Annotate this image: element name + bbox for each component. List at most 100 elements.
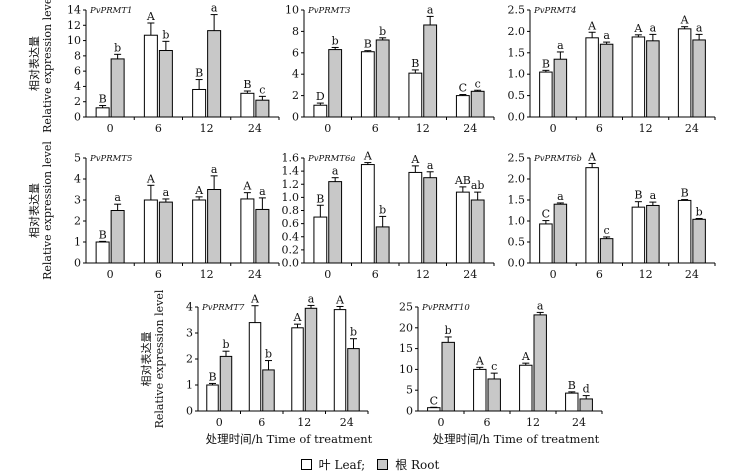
leaf-bar (240, 92, 255, 118)
y-tick-label: 2.5 (508, 152, 526, 165)
y-tick-label: 2.0 (508, 25, 526, 38)
leaf-significance-letter: A (363, 150, 373, 163)
root-bar (470, 199, 485, 264)
y-tick-label: 1.4 (282, 165, 300, 178)
y-tick-label: 2.5 (508, 4, 526, 17)
root-bar (487, 378, 501, 412)
leaf-bar (206, 384, 219, 412)
root-significance-letter: a (308, 292, 315, 305)
y-tick-label: 3 (186, 327, 193, 340)
root-significance-letter: b (379, 25, 386, 38)
y-tick-label: 0 (74, 111, 81, 124)
y-axis-label-en: Relative expression level (153, 289, 166, 428)
y-tick-label: 4 (74, 80, 81, 93)
y-tick-label: 5 (406, 384, 413, 397)
y-tick-label: 14 (67, 4, 81, 17)
chart-title: PvPRMT5 (89, 154, 132, 164)
y-tick-label: 0.8 (282, 204, 300, 217)
root-significance-letter: c (475, 77, 481, 90)
root-significance-letter: a (650, 21, 657, 34)
leaf-bar (95, 107, 110, 118)
x-axis-label: 处理时间/h Time of treatment (206, 432, 373, 446)
x-tick-label: 12 (200, 122, 214, 135)
x-tick-label: 6 (155, 122, 162, 135)
y-tick-label: 0.6 (282, 217, 300, 230)
x-tick-label: 0 (438, 416, 445, 429)
root-significance-letter: b (379, 203, 386, 216)
y-tick-label: 4 (186, 301, 193, 314)
y-tick-label: 1.5 (508, 46, 526, 59)
root-significance-letter: b (162, 28, 169, 41)
leaf-significance-letter: B (208, 370, 216, 383)
leaf-bar (473, 368, 487, 412)
y-tick-label: 0.0 (508, 257, 526, 270)
root-bar (533, 314, 547, 412)
root-significance-letter: a (557, 39, 564, 52)
legend: 叶 Leaf; 根 Root (250, 455, 490, 473)
leaf-bar (677, 199, 692, 264)
chart-panel-6: 0.0 0.5 1.0 1.5 2.0 2.5 PvPRMT6b 0 Ca 6 Ac 12 B a 24 Bb (508, 150, 716, 281)
root-significance-letter: a (332, 165, 339, 178)
leaf-bar (585, 37, 599, 118)
leaf-bar (455, 191, 470, 264)
leaf-significance-letter: A (335, 293, 345, 306)
y-tick-label: 1 (186, 379, 193, 392)
root-significance-letter: ab (471, 179, 485, 192)
x-tick-label: 24 (248, 268, 262, 281)
y-tick-label: 1.0 (508, 68, 526, 81)
root-bar (646, 40, 660, 118)
leaf-bar (360, 164, 375, 264)
root-significance-letter: a (427, 159, 434, 172)
root-significance-letter: b (114, 41, 121, 54)
x-tick-label: 24 (463, 122, 477, 135)
y-tick-label: 0.5 (508, 89, 526, 102)
x-tick-label: 6 (596, 268, 603, 281)
y-tick-label: 0.2 (282, 243, 300, 256)
x-tick-label: 0 (324, 268, 331, 281)
leaf-significance-letter: A (521, 350, 531, 363)
leaf-significance-letter: B (316, 192, 324, 205)
y-tick-label: 10 (399, 363, 413, 376)
root-bar (158, 201, 173, 264)
chart-title: PvPRMT1 (89, 6, 132, 16)
y-tick-label: 10 (285, 4, 299, 17)
x-axis-label: 处理时间/h Time of treatment (433, 432, 600, 446)
leaf-bar (313, 104, 328, 118)
root-bar (304, 307, 318, 412)
root-significance-letter: b (332, 34, 339, 47)
root-bar (219, 355, 233, 412)
chart-title: PvPRMT6b (533, 154, 582, 164)
x-tick-label: 0 (550, 122, 557, 135)
root-bar (692, 218, 706, 264)
leaf-bar (291, 327, 304, 412)
y-tick-label: 25 (399, 301, 413, 314)
root-bar (262, 369, 275, 412)
root-bar (207, 30, 222, 118)
leaf-significance-letter: B (411, 57, 419, 70)
y-tick-label: 6 (292, 46, 299, 59)
y-axis-label-en: Relative expression level (41, 0, 54, 133)
x-tick-label: 6 (372, 122, 379, 135)
leaf-bar (313, 216, 328, 264)
root-significance-letter: a (557, 190, 564, 203)
root-significance-letter: d (583, 383, 590, 396)
leaf-significance-letter: C (430, 394, 438, 407)
leaf-significance-letter: A (680, 14, 690, 27)
leaf-bar (455, 95, 470, 118)
root-significance-letter: a (163, 186, 170, 199)
y-tick-label: 2 (292, 89, 299, 102)
x-tick-label: 6 (484, 416, 491, 429)
root-significance-letter: a (259, 185, 266, 198)
x-tick-label: 6 (258, 416, 265, 429)
y-tick-label: 0.5 (508, 236, 526, 249)
root-bar (599, 238, 614, 264)
leaf-significance-letter: A (587, 150, 597, 163)
root-bar (692, 39, 706, 118)
x-tick-label: 24 (685, 122, 699, 135)
x-tick-label: 6 (155, 268, 162, 281)
y-tick-label: 4 (74, 173, 81, 186)
root-bar (207, 189, 222, 264)
